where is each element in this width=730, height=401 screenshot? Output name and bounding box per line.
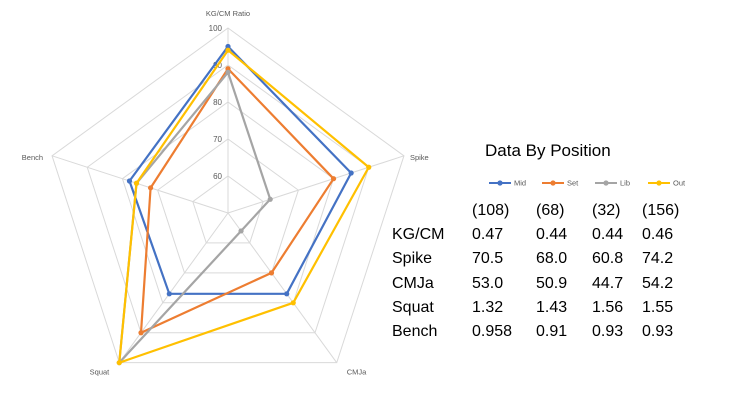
data-point xyxy=(238,228,244,234)
radial-tick-label: 100 xyxy=(209,24,223,33)
count-cell: (108) xyxy=(472,202,510,219)
table-cell: 0.93 xyxy=(592,323,624,341)
table-cell: 1.55 xyxy=(642,298,674,316)
table-cell: 60.8 xyxy=(592,250,624,268)
axis-label: CMJa xyxy=(347,368,367,377)
table-row: Squat 1.32 1.43 1.56 1.55 xyxy=(392,296,692,320)
grid-spoke xyxy=(227,212,338,363)
data-point xyxy=(126,178,133,184)
data-point xyxy=(348,170,354,176)
series-lib xyxy=(116,69,273,366)
series-line xyxy=(118,49,370,364)
row-label: Spike xyxy=(392,250,433,268)
table-row: Spike 70.5 68.0 60.8 74.2 xyxy=(392,247,692,271)
axis-label: Spike xyxy=(410,153,429,162)
grid-ring xyxy=(51,27,405,364)
legend-label: Lib xyxy=(620,179,630,188)
data-point xyxy=(225,66,231,72)
table-cell: 0.46 xyxy=(642,226,674,244)
data-point xyxy=(138,330,144,336)
data-point xyxy=(366,164,372,170)
grid-spoke xyxy=(51,155,229,214)
table-row: KG/CM 0.47 0.44 0.44 0.46 xyxy=(392,223,692,247)
axis-labels: KG/CM Ratio Spike CMJa Squat Bench xyxy=(22,9,429,377)
table-cell: 1.32 xyxy=(472,298,504,316)
table-title: Data By Position xyxy=(485,141,611,160)
table-cell: 44.7 xyxy=(592,274,624,292)
table-row: Bench 0.958 0.91 0.93 0.93 xyxy=(392,320,692,344)
legend-item: Out xyxy=(648,179,686,188)
table-cell: 0.44 xyxy=(536,226,568,244)
data-point xyxy=(225,69,231,75)
row-label: CMJa xyxy=(392,274,434,292)
grid-ring xyxy=(192,175,264,244)
legend-marker xyxy=(603,180,609,186)
table-cell: 1.56 xyxy=(592,298,624,316)
data-point xyxy=(225,43,231,50)
radial-tick-label: 80 xyxy=(213,98,222,107)
data-point xyxy=(268,270,275,276)
row-label-empty xyxy=(392,199,472,223)
count-cell: (32) xyxy=(592,202,621,219)
row-label: Squat xyxy=(392,298,434,316)
series-line xyxy=(139,67,335,334)
data-point xyxy=(330,176,337,182)
table-row: CMJa 53.0 50.9 44.7 54.2 xyxy=(392,272,692,296)
count-cell: (68) xyxy=(536,202,565,219)
axis-label: KG/CM Ratio xyxy=(206,9,250,18)
legend-marker xyxy=(497,180,503,186)
legend-item: Mid xyxy=(489,179,526,188)
table-cell: 68.0 xyxy=(536,250,568,268)
axis-label: Bench xyxy=(22,153,43,162)
radar-series xyxy=(116,43,372,366)
series-out xyxy=(116,47,372,366)
legend-label: Set xyxy=(567,179,579,188)
radial-tick-label: 70 xyxy=(213,135,222,144)
row-label: KG/CM xyxy=(392,226,445,244)
data-point xyxy=(225,47,231,53)
legend-item: Set xyxy=(542,179,579,188)
table-cell: 74.2 xyxy=(642,250,674,268)
data-point xyxy=(147,185,154,191)
table-cell: 0.44 xyxy=(592,226,624,244)
count-cell: (156) xyxy=(642,202,680,219)
radial-tick-label: 60 xyxy=(213,172,222,181)
legend-label: Out xyxy=(673,179,686,188)
series-set xyxy=(138,66,337,336)
data-point xyxy=(284,291,290,297)
table-cell: 0.958 xyxy=(472,323,513,341)
series-line xyxy=(118,71,272,364)
table-cell: 70.5 xyxy=(472,250,504,268)
legend: Mid Set Lib Out xyxy=(489,179,686,188)
table-cell: 0.91 xyxy=(536,323,568,341)
table-cell: 54.2 xyxy=(642,274,674,292)
data-point xyxy=(166,291,172,297)
data-point xyxy=(116,360,122,366)
grid-ring xyxy=(86,64,370,334)
position-data-table: (108) (68) (32) (156) KG/CM 0.47 0.44 0.… xyxy=(392,199,692,344)
legend-marker xyxy=(550,180,556,186)
legend-marker xyxy=(656,180,662,186)
data-point xyxy=(133,180,140,186)
data-point xyxy=(290,300,296,306)
table-cell: 50.9 xyxy=(536,274,568,292)
table-cell: 1.43 xyxy=(536,298,568,316)
grid-ring xyxy=(157,138,299,274)
row-label: Bench xyxy=(392,323,438,341)
table-cell: 0.93 xyxy=(642,323,674,341)
data-point xyxy=(267,196,273,202)
radar-grid xyxy=(51,27,405,364)
grid-spoke xyxy=(118,212,229,363)
grid-spoke xyxy=(227,155,405,214)
table-row-counts: (108) (68) (32) (156) xyxy=(392,199,692,223)
table-cell: 53.0 xyxy=(472,274,504,292)
legend-label: Mid xyxy=(514,179,526,188)
table-cell: 0.47 xyxy=(472,226,504,244)
legend-item: Lib xyxy=(595,179,630,188)
axis-label: Squat xyxy=(90,368,111,377)
